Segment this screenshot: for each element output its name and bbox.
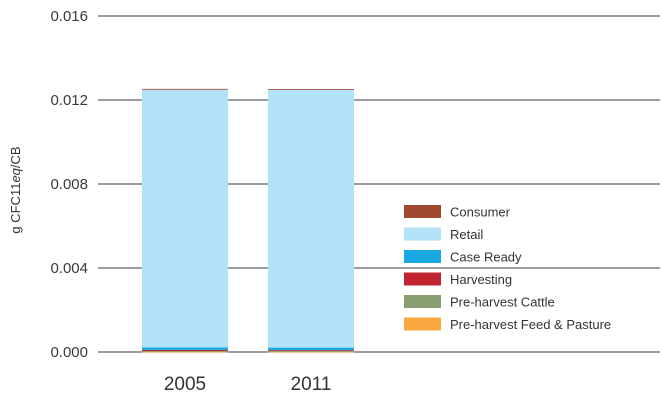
legend-swatch <box>404 295 441 308</box>
bar-segment <box>142 88 228 90</box>
bar-segment <box>142 349 228 351</box>
bar-segment <box>268 350 354 352</box>
bar-segment <box>268 89 354 90</box>
legend-swatch <box>404 227 441 241</box>
legend-label: Pre-harvest Cattle <box>450 295 555 310</box>
legend-swatch <box>404 250 441 263</box>
legend-label: Consumer <box>450 205 511 220</box>
bar-segment <box>142 350 228 352</box>
legend-swatch <box>404 205 441 218</box>
y-tick-label: 0.000 <box>50 344 88 361</box>
legend-label: Retail <box>450 227 483 242</box>
y-tick-label: 0.008 <box>50 176 88 193</box>
y-axis-label: g CFC11eq/CB <box>8 146 23 233</box>
bar-segment <box>142 351 228 353</box>
bar-segment <box>268 347 354 351</box>
legend-swatch <box>404 317 441 331</box>
legend-swatch <box>404 272 441 286</box>
bar-segment <box>268 351 354 353</box>
y-tick-label: 0.012 <box>50 92 88 109</box>
bars <box>142 88 354 353</box>
bar-segment <box>142 347 228 350</box>
legend-label: Harvesting <box>450 272 512 287</box>
legend: Consumer Retail Case Ready Harvesting Pre-ha… <box>404 205 611 332</box>
x-axis-categories: 2005 2011 <box>164 374 332 395</box>
x-category-label: 2011 <box>291 374 332 395</box>
bar-segment <box>268 89 354 348</box>
legend-label: Case Ready <box>450 250 522 265</box>
y-tick-label: 0.004 <box>50 260 88 277</box>
bar-segment <box>268 350 354 351</box>
y-tick-label: 0.016 <box>50 8 88 25</box>
x-category-label: 2005 <box>164 374 206 395</box>
legend-label: Pre-harvest Feed & Pasture <box>450 317 611 332</box>
y-axis-ticks: 0.000 0.004 0.008 0.012 0.016 <box>50 8 88 361</box>
bar-segment <box>142 89 228 348</box>
